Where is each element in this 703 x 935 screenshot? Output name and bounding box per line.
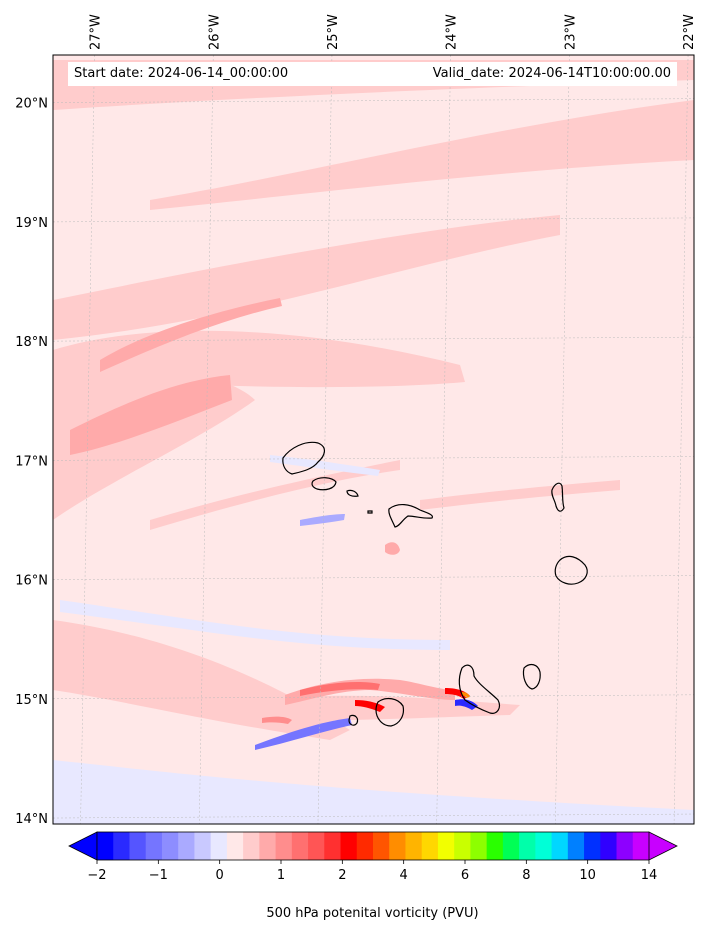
- colorbar-swatch: [291, 832, 309, 860]
- colorbar: −2 −1 0 1 2 4 6 8 10 14: [68, 831, 678, 883]
- colorbar-tick-label: 0: [216, 868, 224, 883]
- colorbar-swatch: [243, 832, 260, 860]
- map-frame: [52, 54, 695, 825]
- parallel-line: [52, 456, 695, 461]
- parallel-line: [52, 694, 695, 700]
- colorbar-tick-label: 14: [641, 868, 658, 883]
- latitude-labels: 20°N 19°N 18°N 17°N 16°N 15°N 14°N: [15, 97, 48, 827]
- colorbar-tick-label: 1: [277, 868, 285, 883]
- island-santa-luzia: [346, 489, 359, 497]
- parallel-line: [52, 575, 695, 580]
- colorbar-swatch: [389, 832, 406, 860]
- colorbar-swatch: [308, 832, 325, 860]
- latitude-label: 14°N: [15, 812, 48, 827]
- meridian-line: [436, 54, 451, 825]
- colorbar-tick-label: 8: [522, 868, 530, 883]
- pv-moderate-bands: [70, 298, 282, 455]
- coastlines: [282, 441, 588, 727]
- longitude-label: 25°W: [326, 14, 341, 50]
- longitude-label: 24°W: [445, 14, 460, 50]
- start-date-label: Start date: 2024-06-14_00:00:00: [74, 66, 289, 81]
- colorbar-swatch: [421, 832, 439, 860]
- valid-date-label: Valid_date: 2024-06-14T10:00:00.00: [432, 66, 671, 81]
- colorbar-swatch: [259, 832, 277, 860]
- colorbar-swatch: [178, 832, 195, 860]
- parallel-line: [52, 336, 695, 342]
- colorbar-swatch: [145, 832, 163, 860]
- parallel-line: [52, 98, 695, 103]
- colorbar-swatch: [567, 832, 585, 860]
- colorbar-swatch: [129, 832, 147, 860]
- longitude-label: 26°W: [207, 14, 222, 50]
- colorbar-tick-label: 10: [579, 868, 596, 883]
- meridian-line: [673, 54, 689, 825]
- colorbar-swatch: [519, 832, 536, 860]
- island-sal: [551, 482, 565, 512]
- colorbar-swatch: [454, 832, 471, 860]
- parallel-line: [52, 813, 695, 819]
- colorbar-tick-label: −1: [149, 868, 168, 883]
- colorbar-swatch: [97, 832, 114, 860]
- longitude-label: 27°W: [89, 14, 104, 50]
- colorbar-tick-label: 4: [400, 868, 408, 883]
- colorbar-swatch: [584, 832, 601, 860]
- colorbar-frame: [96, 831, 650, 861]
- colorbar-swatch: [616, 832, 634, 860]
- colorbar-tick-label: 2: [338, 868, 346, 883]
- colorbar-swatch: [437, 832, 455, 860]
- island-brava: [348, 714, 359, 726]
- colorbar-swatch: [340, 832, 358, 860]
- island-sao-nicolau: [388, 504, 433, 528]
- latitude-label: 20°N: [15, 97, 48, 112]
- colorbar-swatch: [486, 832, 504, 860]
- latitude-label: 15°N: [15, 693, 48, 708]
- parallel-line: [52, 217, 695, 223]
- colorbar-swatch: [194, 832, 212, 860]
- colorbar-swatch: [161, 832, 179, 860]
- pv-negative-bands: [53, 455, 694, 824]
- latitude-label: 16°N: [15, 574, 48, 589]
- colorbar-swatch: [210, 832, 228, 860]
- colorbar-swatch: [324, 832, 342, 860]
- colorbar-swatch: [275, 832, 293, 860]
- island-boa-vista: [554, 555, 588, 585]
- colorbar-swatch: [632, 832, 650, 860]
- island-maio: [522, 663, 541, 690]
- longitude-labels: 27°W 26°W 25°W 24°W 23°W 22°W: [89, 14, 698, 50]
- colorbar-swatch: [373, 832, 390, 860]
- latitude-label: 17°N: [15, 454, 48, 469]
- latitude-label: 18°N: [15, 335, 48, 350]
- colorbar-swatch: [405, 832, 423, 860]
- pv-strong-positive: [262, 542, 470, 724]
- colorbar-swatch: [551, 832, 569, 860]
- colorbar-swatch: [535, 832, 553, 860]
- colorbar-tick-label: 6: [461, 868, 469, 883]
- gridlines: [52, 54, 695, 825]
- pv-strong-negative: [255, 514, 478, 750]
- meridian-line: [199, 54, 214, 825]
- island-santo-antao: [282, 441, 325, 475]
- latitude-label: 19°N: [15, 216, 48, 231]
- colorbar-extend-max: [648, 831, 678, 861]
- colorbar-swatch: [226, 832, 244, 860]
- colorbar-title: 500 hPa potenital vorticity (PVU): [266, 906, 479, 921]
- colorbar-extend-min: [68, 831, 98, 861]
- island-fogo: [375, 697, 405, 727]
- meridian-line: [317, 54, 333, 825]
- meridian-line: [80, 54, 95, 825]
- colorbar-swatch: [113, 832, 130, 860]
- island-sao-vicente: [311, 477, 337, 491]
- pv-field: [53, 55, 694, 824]
- date-info-box: Start date: 2024-06-14_00:00:00 Valid_da…: [68, 62, 677, 86]
- colorbar-swatch: [470, 832, 488, 860]
- island-branco: [367, 510, 373, 514]
- longitude-label: 23°W: [563, 14, 578, 50]
- colorbar-tick-label: −2: [87, 868, 106, 883]
- island-santiago: [458, 664, 501, 714]
- colorbar-swatch: [502, 832, 520, 860]
- longitude-label: 22°W: [682, 14, 697, 50]
- colorbar-swatch: [356, 832, 374, 860]
- colorbar-swatch: [600, 832, 618, 860]
